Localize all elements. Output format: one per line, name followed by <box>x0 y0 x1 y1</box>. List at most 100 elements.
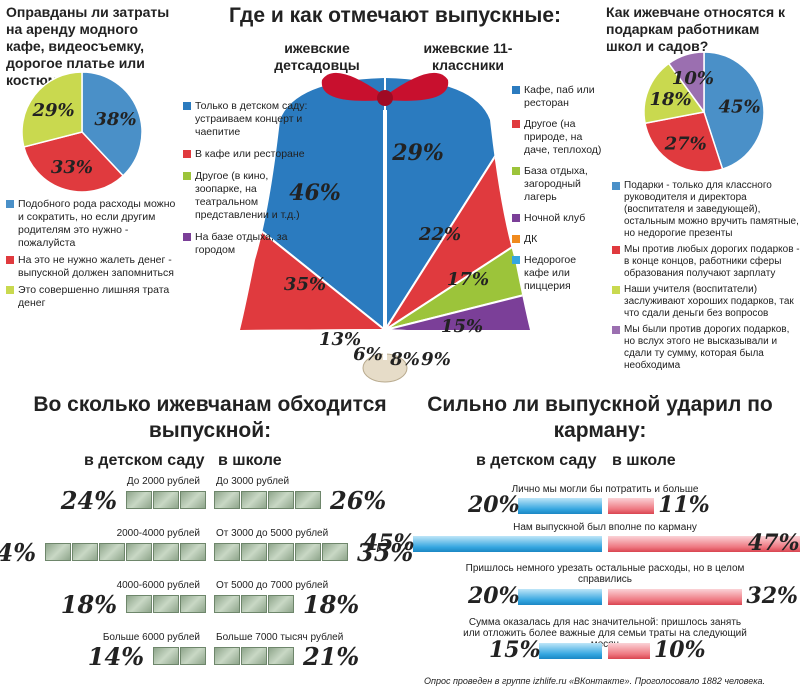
banknote-icon <box>295 543 321 561</box>
cost-school-bills <box>214 543 348 565</box>
footer-note: Опрос проведен в группе izhlife.ru «ВКон… <box>424 676 766 686</box>
bell-slice <box>240 140 388 330</box>
cost-school-bills <box>214 491 321 513</box>
pie-slice <box>81 71 143 177</box>
pie-label: 45% <box>718 97 760 118</box>
q2-legend-label: Мы были против дорогих подарков, но вслу… <box>624 324 790 371</box>
pie-label: 33% <box>51 157 93 178</box>
impact-school-bar <box>608 498 655 514</box>
cost-kinder-bills <box>45 543 206 565</box>
cost-school-bills <box>214 595 294 617</box>
q2-legend-item: Мы были против дорогих подарков, но вслу… <box>612 324 800 372</box>
cost-kinder-pct: 18% <box>60 590 117 619</box>
q2-legend: Подарки - только для классного руководит… <box>612 180 800 376</box>
q1-pie: 38% 33% 29% <box>21 71 143 193</box>
bell-bow <box>321 72 449 106</box>
q1-legend-label: Это совершенно лишняя трата денег <box>18 284 170 309</box>
q2-legend-item: Наши учителя (воспитатели) заслуживают х… <box>612 284 800 320</box>
bell-label: 6% <box>353 344 383 365</box>
pie-label: 18% <box>649 89 691 110</box>
impact-kinder-bar <box>539 643 602 659</box>
bell-left-legend-item: Другое (в кино, зоопарке, на театральном… <box>183 170 308 222</box>
legend-swatch <box>612 286 620 294</box>
bell-label: 46% <box>289 180 341 206</box>
bell-left-legend-label: В кафе или ресторане <box>195 148 305 160</box>
bow-loop-right <box>385 72 449 101</box>
banknote-icon <box>214 491 240 509</box>
banknote-icon <box>268 491 294 509</box>
banknote-icon <box>153 491 179 509</box>
q2-title: Как ижевчане относятся к подаркам работн… <box>606 4 786 54</box>
banknote-icon <box>180 595 206 613</box>
q2-legend-item: Подарки - только для классного руководит… <box>612 180 800 240</box>
bell-right-legend-item: Недорогое кафе или пиццерия <box>512 254 604 293</box>
bow-loop-left <box>321 72 385 101</box>
cost-kinder-label: Больше 6000 рублей <box>102 632 200 643</box>
impact-school-pct: 11% <box>658 492 710 518</box>
bell-right-label: ижевские 11-классники <box>423 40 513 73</box>
cost-school-bills <box>214 647 294 669</box>
bell-right-legend-item: Другое (на природе, на даче, теплоход) <box>512 118 604 157</box>
pie-label: 29% <box>31 100 74 121</box>
pie-label: 38% <box>94 109 136 130</box>
cost-kinder-label: До 2000 рублей <box>126 476 200 487</box>
bell-left-legend: Только в детском саду: устраиваем концер… <box>183 100 308 261</box>
bell-label: 13% <box>319 329 361 350</box>
q1-title: Оправданы ли затраты на аренду модного к… <box>6 4 170 88</box>
bell-left-legend-item: На базе отдыха, за городом <box>183 231 308 257</box>
bell-slice <box>384 164 530 330</box>
legend-swatch <box>512 256 520 264</box>
bell-left-legend-label: Только в детском саду: устраиваем концер… <box>195 100 308 138</box>
q2-legend-label: Подарки - только для классного руководит… <box>624 180 799 239</box>
bell-left-legend-item: Только в детском саду: устраиваем концер… <box>183 100 308 139</box>
banknote-icon <box>295 491 321 509</box>
bell-left-legend-label: На базе отдыха, за городом <box>195 231 288 256</box>
cost-col-kinder: в детском саду <box>84 452 205 469</box>
cost-kinder-bills <box>126 595 206 617</box>
banknote-icon <box>241 543 267 561</box>
impact-kinder-pct: 20% <box>468 492 520 518</box>
impact-school-bar <box>608 589 743 605</box>
banknote-icon <box>241 491 267 509</box>
banknote-icon <box>153 543 179 561</box>
impact-school-pct: 32% <box>746 583 798 609</box>
legend-swatch <box>512 86 520 94</box>
impact-kinder-pct: 15% <box>489 637 541 663</box>
pie-slice <box>643 62 706 125</box>
impact-col-kinder: в детском саду <box>476 452 597 469</box>
bell-left-legend-item: В кафе или ресторане <box>183 148 308 161</box>
impact-kinder-bar <box>518 589 602 605</box>
cost-school-pct: 18% <box>303 590 360 619</box>
cost-school-label: От 5000 до 7000 рублей <box>216 580 329 591</box>
impact-row-label: Лично мы могли бы потратить и больше <box>511 484 699 495</box>
pie-slice <box>644 111 724 173</box>
cost-kinder-pct: 24% <box>60 486 117 515</box>
cost-kinder-label: 4000-6000 рублей <box>116 580 200 591</box>
impact-school-bar <box>608 643 650 659</box>
q1-legend-label: На это не нужно жалеть денег - выпускной… <box>18 254 174 279</box>
impact-school-pct: 47% <box>748 530 800 556</box>
cost-kinder-pct: 14% <box>87 642 144 671</box>
legend-swatch <box>612 326 620 334</box>
bell-right-legend-label: ДК <box>524 233 538 245</box>
cost-school-label: До 3000 рублей <box>216 476 290 487</box>
bell-right-legend: Кафе, паб или ресторан Другое (на природ… <box>512 84 604 297</box>
q2-legend-item: Мы против любых дорогих подарков - в кон… <box>612 244 800 280</box>
cost-school-label: Больше 7000 тысяч рублей <box>216 632 344 643</box>
bell-right-legend-label: Ночной клуб <box>524 212 586 224</box>
banknote-icon <box>153 647 179 665</box>
cost-school-pct: 26% <box>330 486 387 515</box>
cost-kinder-bills <box>153 647 206 669</box>
bell-label: 15% <box>441 316 483 337</box>
legend-swatch <box>612 182 620 190</box>
cost-school-pct: 21% <box>303 642 360 671</box>
bell-right-legend-item: Ночной клуб <box>512 212 604 225</box>
q2-legend-label: Мы против любых дорогих подарков - в кон… <box>624 244 800 279</box>
banknote-icon <box>268 543 294 561</box>
legend-swatch <box>183 172 191 180</box>
banknote-icon <box>99 543 125 561</box>
bell-right-legend-item: База отдыха, загородный лагерь <box>512 165 604 204</box>
bell-right-legend-label: Кафе, паб или ресторан <box>524 84 595 109</box>
banknote-icon <box>214 543 240 561</box>
q1-legend-item: Это совершенно лишняя трата денег <box>6 284 178 310</box>
